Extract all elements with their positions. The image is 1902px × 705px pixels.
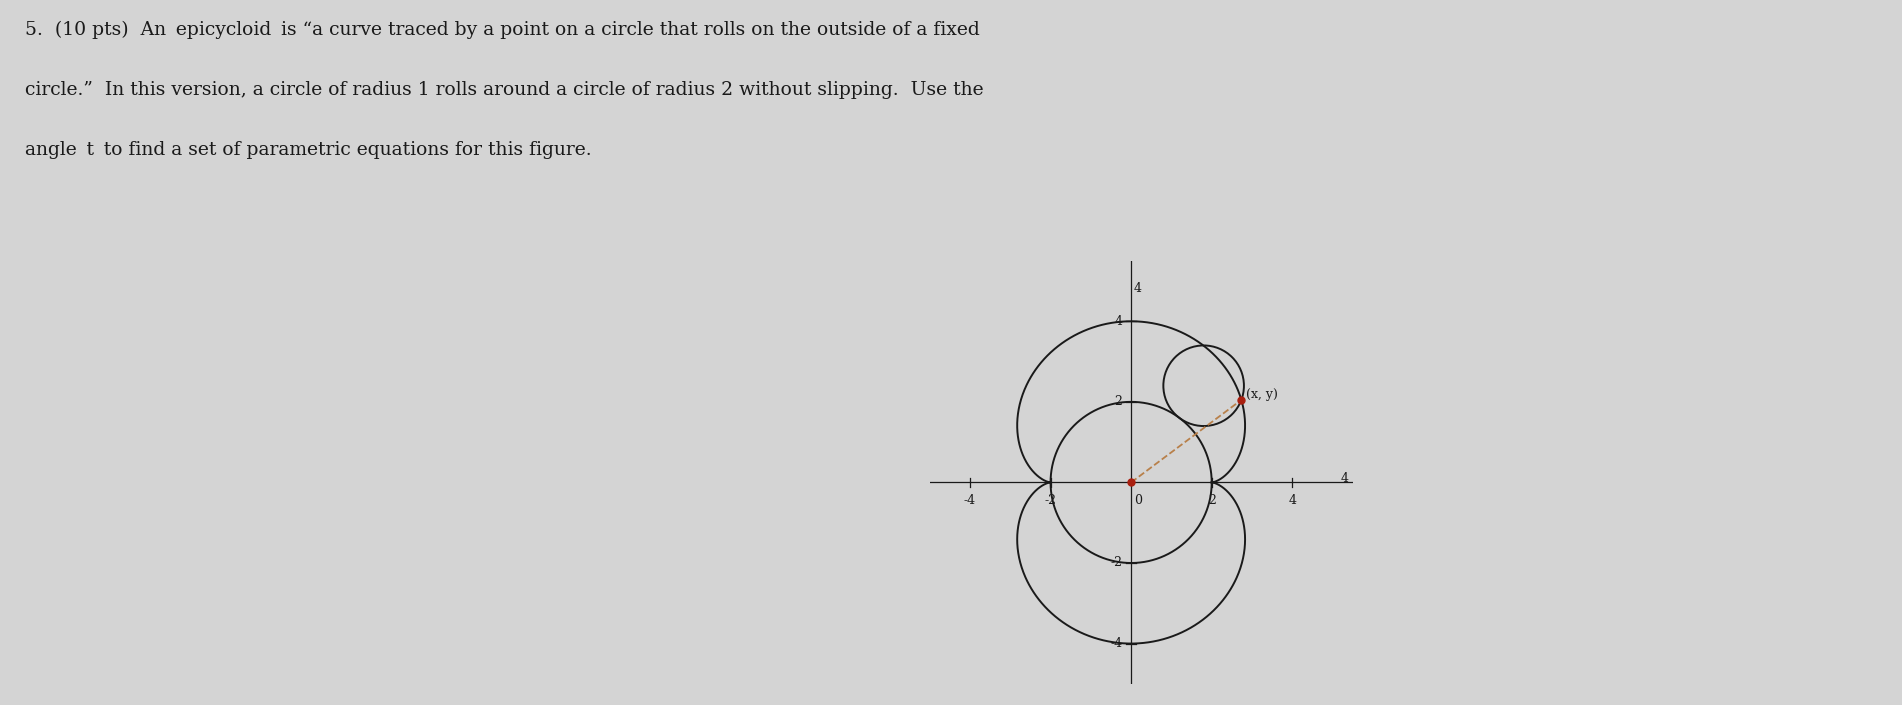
- Text: -2: -2: [1044, 493, 1056, 507]
- Text: 4: 4: [1288, 493, 1297, 507]
- Text: -2: -2: [1111, 556, 1122, 570]
- Text: -4: -4: [1111, 637, 1122, 650]
- Text: 4: 4: [1134, 282, 1141, 295]
- Text: 5.  (10 pts)  An  epicycloid  is “a curve traced by a point on a circle that rol: 5. (10 pts) An epicycloid is “a curve tr…: [25, 21, 980, 39]
- Text: (x, y): (x, y): [1246, 388, 1278, 401]
- Text: 4: 4: [1341, 472, 1349, 485]
- Text: -4: -4: [964, 493, 976, 507]
- Text: 2: 2: [1115, 396, 1122, 408]
- Text: angle  t  to find a set of parametric equations for this figure.: angle t to find a set of parametric equa…: [25, 141, 592, 159]
- Text: circle.”  In this version, a circle of radius 1 rolls around a circle of radius : circle.” In this version, a circle of ra…: [25, 81, 983, 99]
- Text: 2: 2: [1208, 493, 1215, 507]
- Text: 4: 4: [1115, 314, 1122, 328]
- Text: 0: 0: [1134, 493, 1143, 507]
